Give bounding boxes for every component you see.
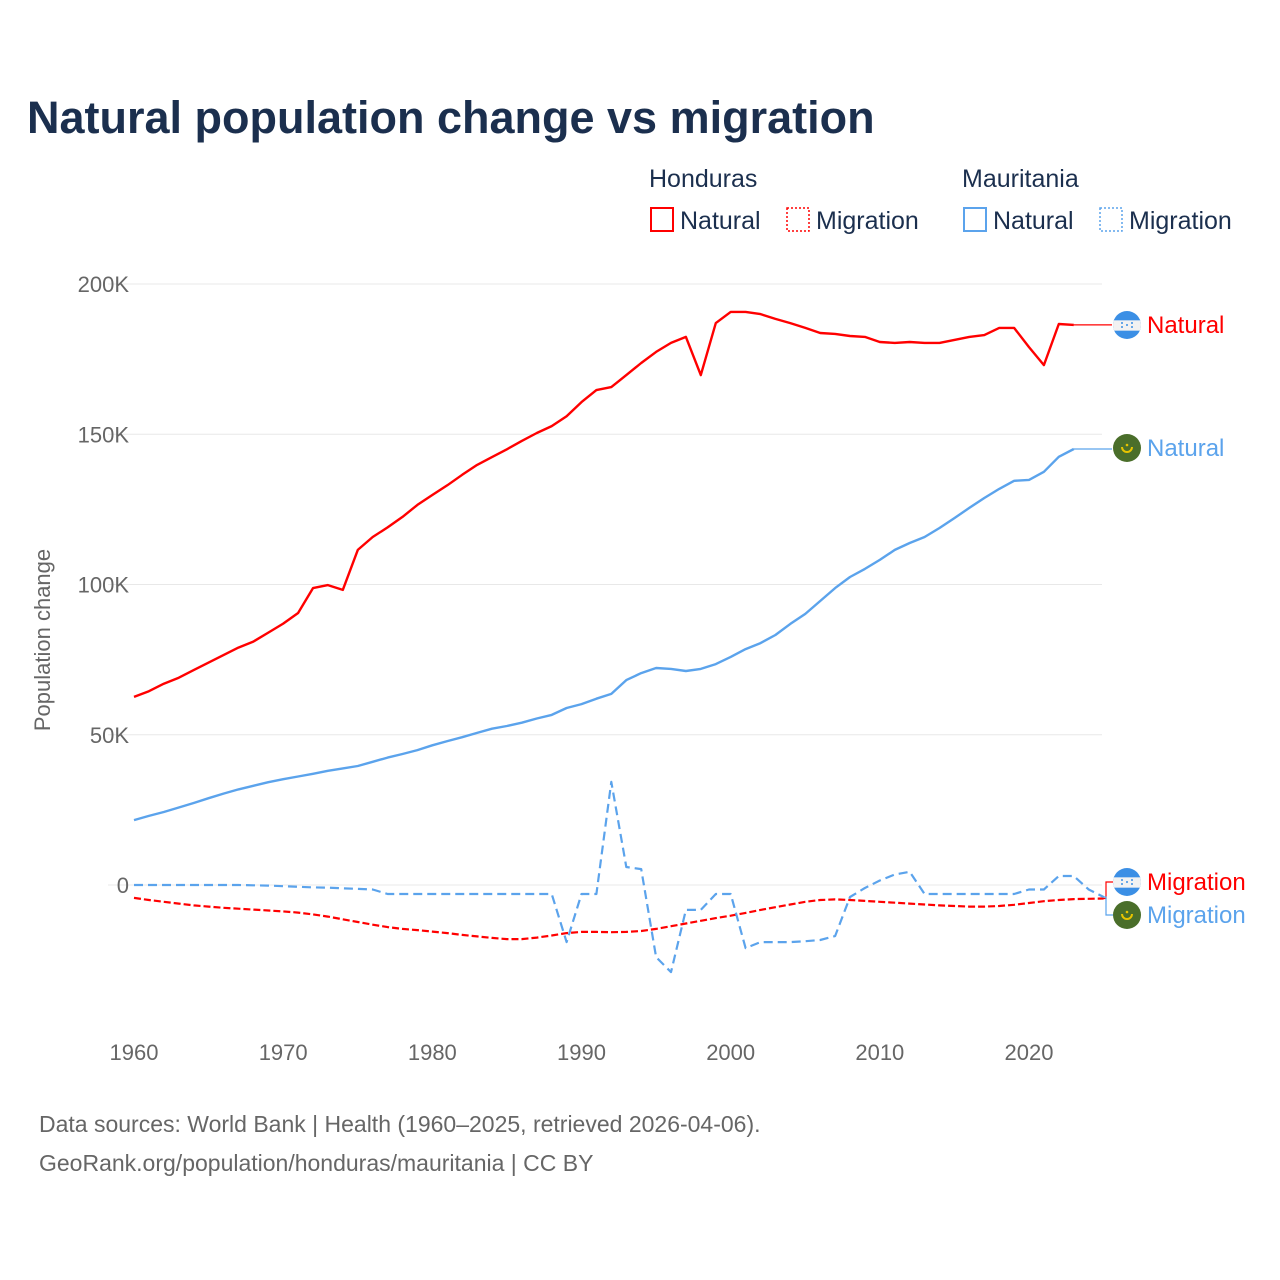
series-line-mauritania-natural[interactable] <box>133 447 1075 822</box>
legend-item-mauritania-natural[interactable]: Natural <box>993 207 1074 235</box>
series-line-mauritania-migration[interactable] <box>134 780 1105 974</box>
end-labels: Natural Natural Migration Migration <box>1102 311 1246 929</box>
gridlines <box>108 283 1102 886</box>
legend-item-mauritania-migration[interactable]: Migration <box>1129 207 1232 235</box>
y-tick-label: 200K <box>78 272 130 297</box>
y-ticks: 0 50K 100K 150K 200K <box>78 272 130 898</box>
x-ticks: 1960 1970 1980 1990 2000 2010 2020 <box>110 1040 1054 1065</box>
y-axis-label: Population change <box>30 549 55 731</box>
legend-swatch-honduras-natural <box>650 207 674 232</box>
x-tick-label: 2010 <box>855 1040 904 1065</box>
y-tick-label: 50K <box>90 723 129 748</box>
x-tick-label: 1970 <box>259 1040 308 1065</box>
legend-item-honduras-natural[interactable]: Natural <box>680 207 761 235</box>
chart-title: Natural population change vs migration <box>27 92 875 143</box>
honduras-flag-icon <box>1113 868 1141 896</box>
y-tick-label: 150K <box>78 422 130 447</box>
legend-group-honduras: Honduras <box>649 165 757 193</box>
end-label-mauritania-natural: Natural <box>1147 435 1224 462</box>
legend-swatch-honduras-migration <box>786 207 810 232</box>
mauritania-flag-icon <box>1113 901 1141 929</box>
x-tick-label: 2020 <box>1005 1040 1054 1065</box>
series-line-honduras-natural[interactable] <box>133 310 1074 699</box>
x-tick-label: 1960 <box>110 1040 159 1065</box>
legend-swatch-mauritania-natural <box>963 207 987 232</box>
footer-sources: Data sources: World Bank | Health (1960–… <box>39 1111 761 1137</box>
end-connector <box>1102 896 1113 916</box>
end-label-mauritania-migration: Migration <box>1147 902 1246 929</box>
honduras-flag-icon <box>1113 311 1141 339</box>
footer-link[interactable]: GeoRank.org/population/honduras/mauritan… <box>39 1150 593 1176</box>
legend-group-mauritania: Mauritania <box>962 165 1079 193</box>
x-tick-label: 1990 <box>557 1040 606 1065</box>
x-tick-label: 1980 <box>408 1040 457 1065</box>
legend: Honduras Natural Migration Mauritania Na… <box>649 165 1232 235</box>
legend-item-honduras-migration[interactable]: Migration <box>816 207 919 235</box>
y-tick-label: 100K <box>78 573 130 598</box>
end-label-honduras-migration: Migration <box>1147 869 1246 896</box>
x-tick-label: 2000 <box>706 1040 755 1065</box>
legend-swatch-mauritania-migration <box>1099 207 1123 232</box>
end-label-honduras-natural: Natural <box>1147 312 1224 339</box>
mauritania-flag-icon <box>1113 434 1141 462</box>
end-connector <box>1102 881 1113 900</box>
series-line-honduras-migration[interactable] <box>133 896 1104 941</box>
series-lines <box>133 310 1112 974</box>
y-tick-label: 0 <box>117 873 129 898</box>
